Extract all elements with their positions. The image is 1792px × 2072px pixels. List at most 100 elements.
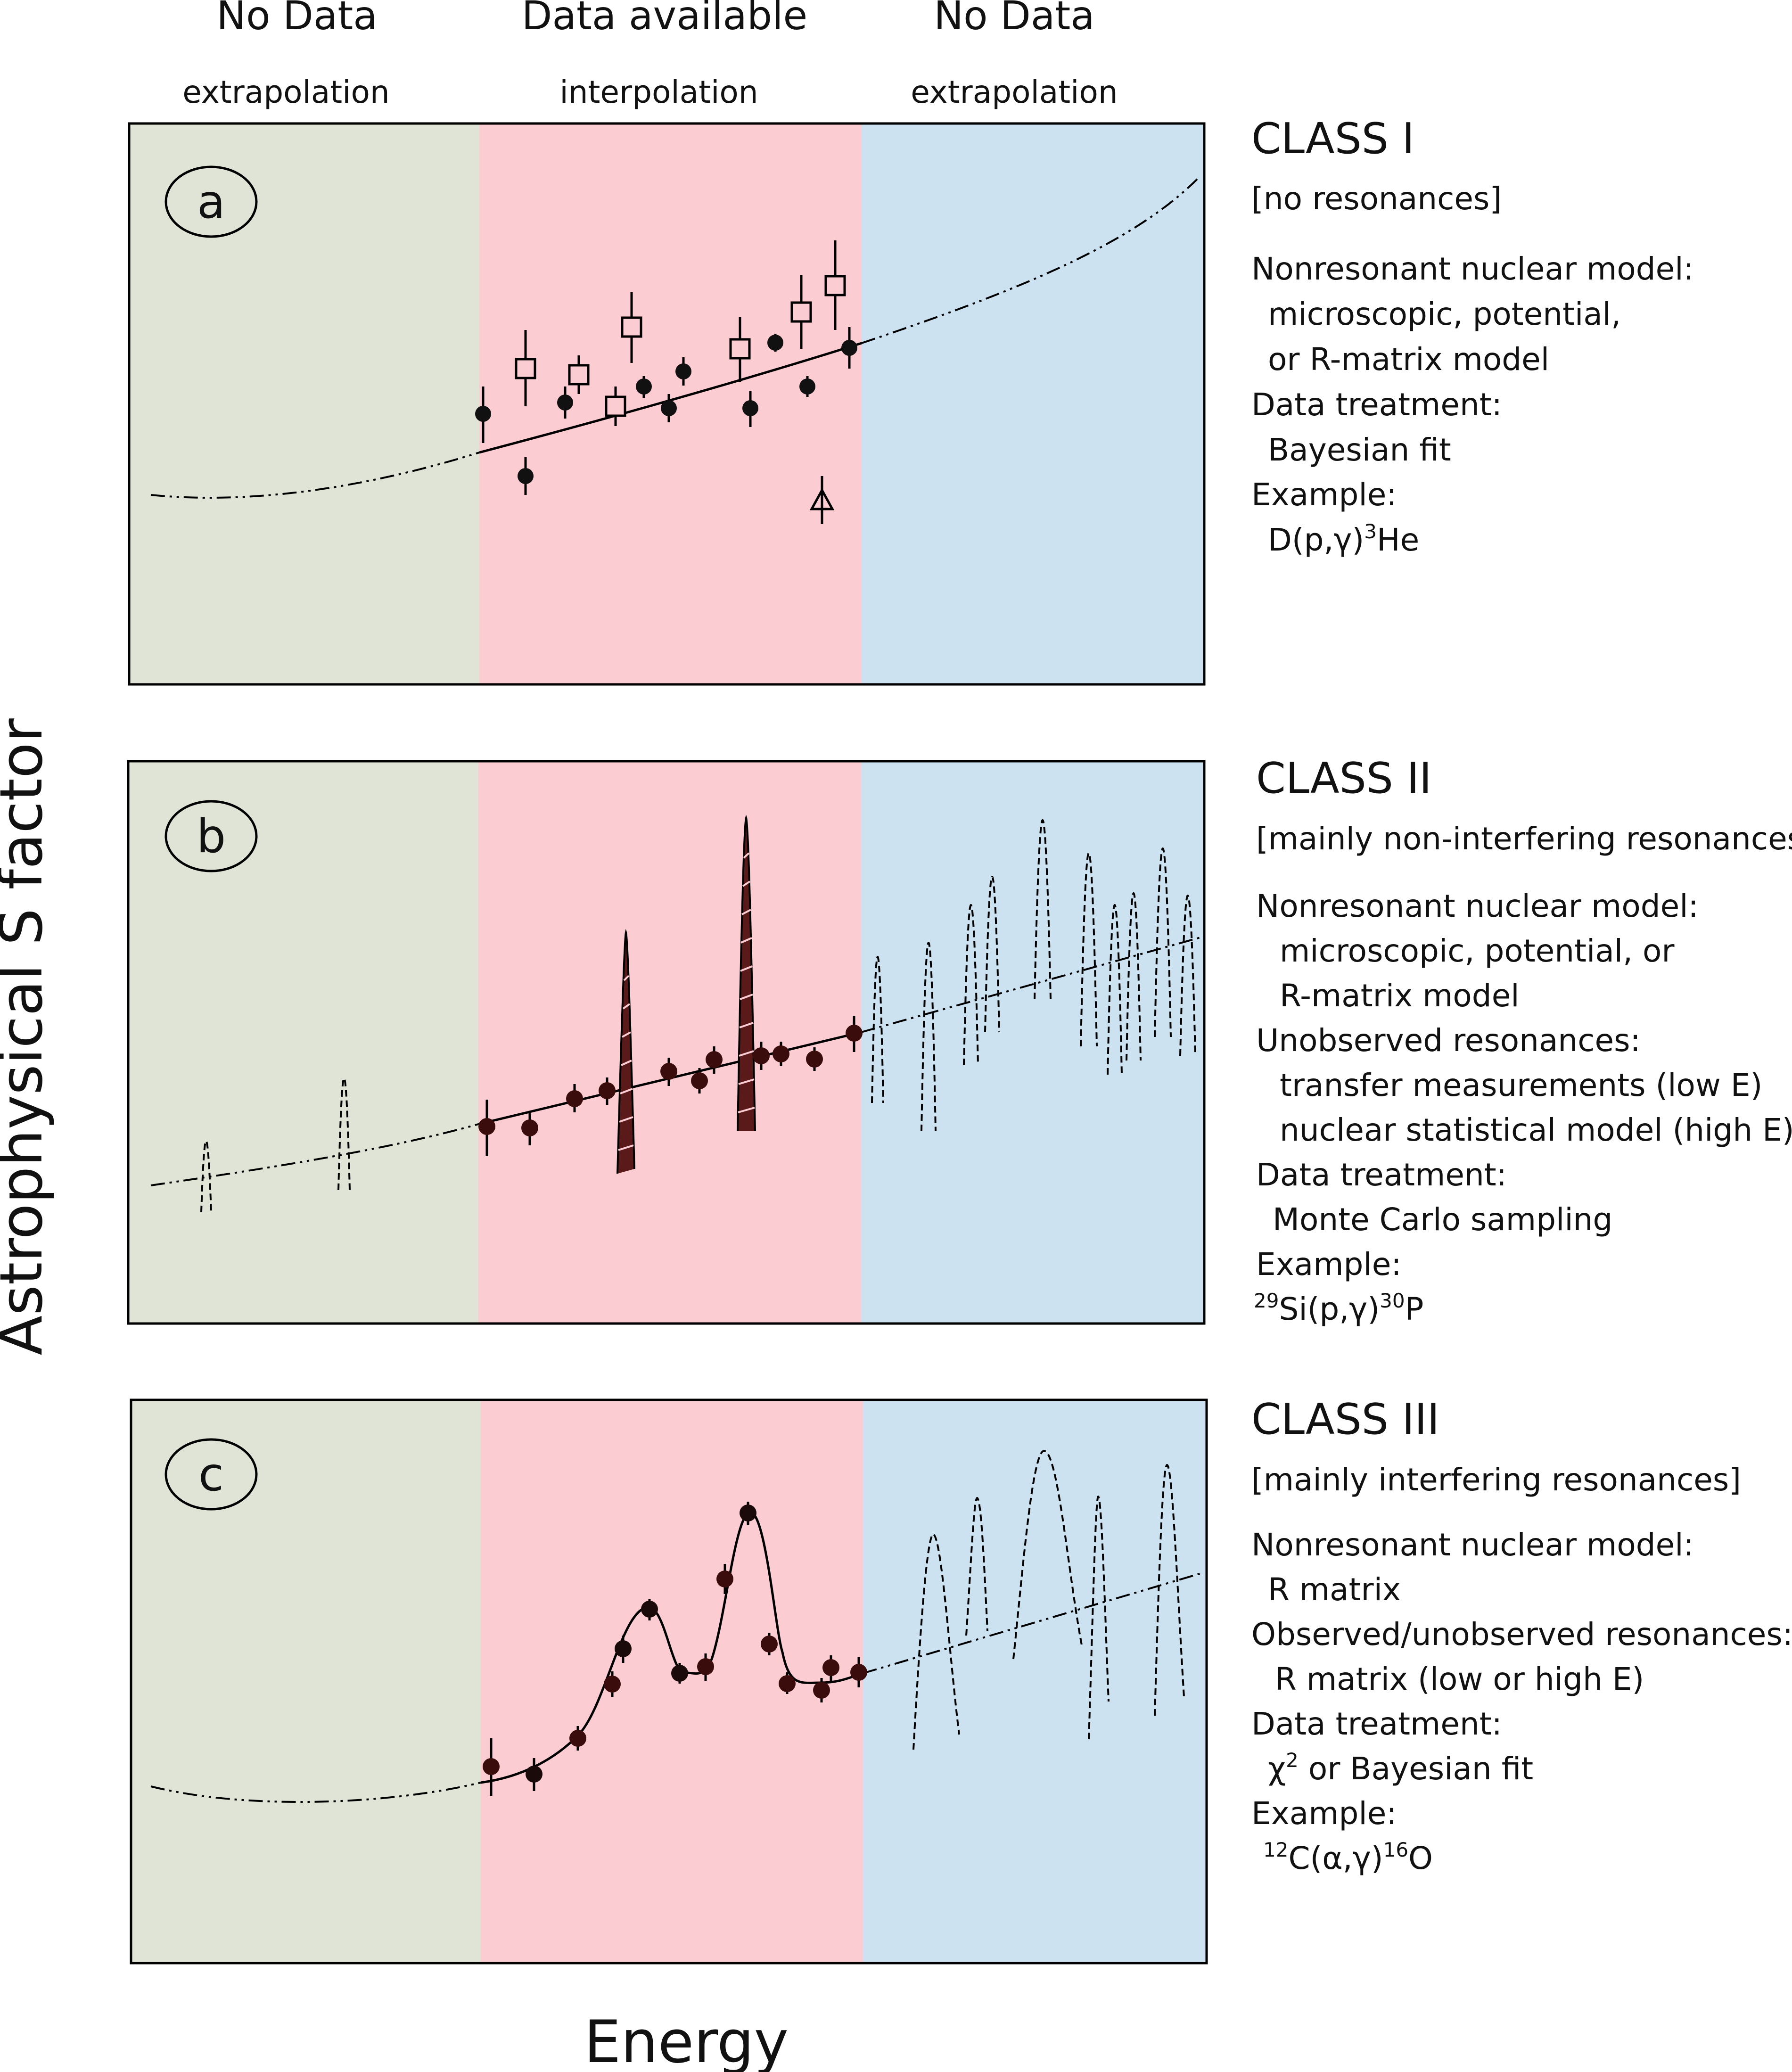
class-2-tagline: [mainly non-interfering resonances] xyxy=(1256,821,1792,857)
panel-a-letter: a xyxy=(197,175,225,229)
panel-b-region-data xyxy=(478,761,861,1324)
data-point xyxy=(773,1045,789,1062)
data-point xyxy=(557,395,573,411)
resonance-peak xyxy=(912,1533,960,1750)
resonance-peak xyxy=(1154,1464,1185,1716)
square-point xyxy=(515,358,536,379)
class-2-line: nuclear statistical model (high E) xyxy=(1280,1112,1792,1148)
square-point xyxy=(790,301,812,323)
data-point xyxy=(813,1682,830,1699)
class-2-line: Example: xyxy=(1256,1246,1402,1283)
square-point xyxy=(568,364,590,386)
panel-b-frame xyxy=(127,760,1206,1325)
panel-a-label-circle xyxy=(164,165,258,238)
data-point xyxy=(697,1658,714,1675)
x-axis-label: Energy xyxy=(584,2008,789,2072)
panel-a-fit-curve xyxy=(479,342,862,454)
data-point xyxy=(675,363,691,379)
header-middle-subtitle: interpolation xyxy=(559,74,758,110)
class-2-line: microscopic, potential, or xyxy=(1280,933,1675,969)
chi-symbol: χ xyxy=(1268,1751,1286,1787)
class-3-chi-line: χ2 or Bayesian fit xyxy=(1268,1749,1533,1787)
square-point xyxy=(824,275,846,296)
data-point xyxy=(526,1766,543,1783)
panel-b-observed-resonance-1 xyxy=(617,929,635,1174)
class-1-title: CLASS I xyxy=(1251,114,1414,164)
class-2-line: transfer measurements (low E) xyxy=(1280,1067,1762,1103)
data-point xyxy=(850,1664,867,1681)
data-point xyxy=(846,1025,863,1042)
class-1-line: Nonresonant nuclear model: xyxy=(1251,251,1694,287)
example-part: D(p,γ) xyxy=(1268,522,1364,558)
class-3-line: R matrix xyxy=(1268,1571,1401,1608)
example-part: He xyxy=(1377,522,1419,558)
chi-rest: or Bayesian fit xyxy=(1299,1751,1533,1787)
class-2-description: CLASS II [mainly non-interfering resonan… xyxy=(1254,754,1792,1327)
class-1-line: Data treatment: xyxy=(1251,386,1502,423)
data-point xyxy=(636,378,652,395)
panel-b-low-resonance-1 xyxy=(200,1140,212,1213)
data-point xyxy=(761,1636,778,1653)
panel-c-fit-curve xyxy=(480,1511,863,1784)
resonance-peak xyxy=(1179,895,1196,1056)
header-middle-title: Data available xyxy=(522,0,807,39)
data-point xyxy=(569,1730,586,1747)
data-point xyxy=(660,1063,677,1080)
data-point xyxy=(706,1051,723,1068)
panel-b-data-points xyxy=(478,1016,863,1156)
panel-b-region-low xyxy=(128,761,478,1324)
panel-a-triangle-point xyxy=(809,476,835,524)
panel-b-high-resonances xyxy=(871,819,1196,1132)
class-1-line: or R-matrix model xyxy=(1268,341,1549,378)
class-1-description: CLASS I [no resonances] Nonresonant nucl… xyxy=(1251,114,1694,558)
data-point xyxy=(753,1047,770,1064)
panel-b-observed-resonance-2-hatch xyxy=(738,852,755,1113)
resonance-peak xyxy=(1154,847,1172,1037)
data-point xyxy=(475,406,491,422)
class-2-line: Monte Carlo sampling xyxy=(1273,1201,1612,1238)
panel-b-low-resonance-2 xyxy=(337,1077,351,1191)
data-point xyxy=(742,400,758,416)
resonance-peak xyxy=(1126,892,1142,1061)
class-2-title: CLASS II xyxy=(1256,754,1432,803)
data-point xyxy=(806,1051,823,1068)
data-point xyxy=(691,1072,708,1089)
class-3-line: Example: xyxy=(1251,1795,1397,1832)
data-point xyxy=(604,1676,621,1693)
square-point xyxy=(621,316,642,338)
resonance-peak xyxy=(984,876,1000,1033)
panel-a-square-points xyxy=(515,240,846,426)
square-point xyxy=(729,338,751,360)
resonance-peak xyxy=(1034,819,1052,1000)
panel-a-extrapolation-low-curve xyxy=(150,452,480,499)
panel-c: c xyxy=(130,1398,1208,1965)
panel-b-extrapolation-low-line xyxy=(150,1123,479,1186)
example-part: C(α,γ) xyxy=(1288,1840,1383,1876)
header-left-subtitle: extrapolation xyxy=(182,74,389,110)
class-3-example: 12C(α,γ)16O xyxy=(1263,1838,1433,1876)
data-point xyxy=(521,1119,538,1136)
resonance-peak xyxy=(1107,904,1123,1075)
panel-a-region-low xyxy=(129,123,479,684)
data-point xyxy=(822,1659,839,1676)
panel-b-region-high xyxy=(861,761,1204,1324)
data-point xyxy=(599,1082,616,1099)
panel-c-region-high xyxy=(863,1400,1207,1963)
class-2-example: 29Si(p,γ)30P xyxy=(1254,1289,1423,1327)
square-point xyxy=(605,395,626,417)
class-3-title: CLASS III xyxy=(1251,1395,1439,1444)
data-point xyxy=(716,1570,733,1587)
class-1-line: Example: xyxy=(1251,477,1397,513)
class-2-line: Unobserved resonances: xyxy=(1256,1022,1641,1059)
class-2-line: Nonresonant nuclear model: xyxy=(1256,888,1699,924)
example-part: Si(p,γ) xyxy=(1279,1291,1380,1327)
resonance-peak xyxy=(1012,1449,1083,1660)
class-1-line: microscopic, potential, xyxy=(1268,296,1621,332)
panel-a-frame xyxy=(128,122,1206,686)
example-superscript: 30 xyxy=(1380,1289,1405,1312)
class-3-line: Data treatment: xyxy=(1251,1706,1502,1742)
example-superscript: 3 xyxy=(1364,520,1377,543)
triangle-point xyxy=(809,487,835,510)
data-point xyxy=(518,468,534,484)
data-point xyxy=(799,378,815,395)
